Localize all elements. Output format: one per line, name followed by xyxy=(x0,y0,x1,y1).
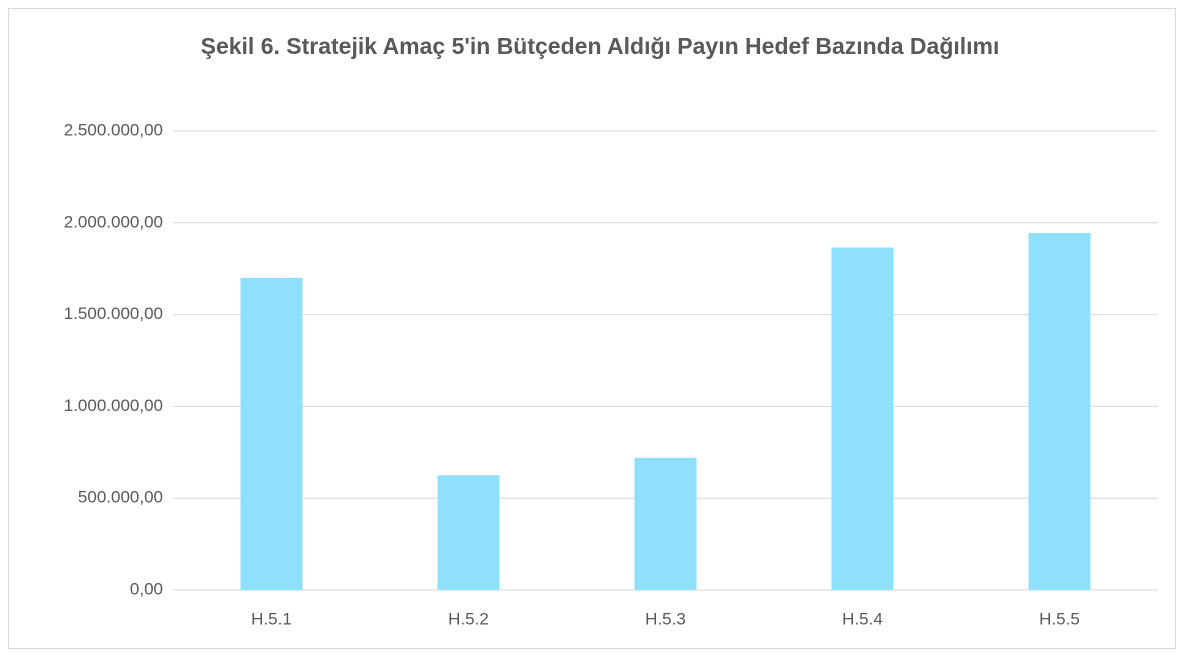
y-tick-label: 500.000,00 xyxy=(78,488,163,507)
bar xyxy=(1028,232,1091,590)
x-tick-label: H.5.1 xyxy=(251,609,292,628)
bar xyxy=(634,457,697,590)
x-tick-label: H.5.3 xyxy=(645,609,686,628)
bar xyxy=(437,475,500,590)
bar xyxy=(831,247,894,590)
x-tick-label: H.5.5 xyxy=(1039,609,1080,628)
y-tick-label: 2.000.000,00 xyxy=(64,212,163,231)
y-tick-label: 2.500.000,00 xyxy=(64,120,163,139)
y-tick-label: 0,00 xyxy=(130,579,163,598)
x-tick-label: H.5.2 xyxy=(448,609,489,628)
bar xyxy=(240,277,303,590)
chart-title: Şekil 6. Stratejik Amaç 5'in Bütçeden Al… xyxy=(200,33,1000,59)
y-tick-label: 1.000.000,00 xyxy=(64,396,163,415)
chart-frame xyxy=(8,8,1176,649)
x-tick-label: H.5.4 xyxy=(842,609,883,628)
y-tick-label: 1.500.000,00 xyxy=(64,304,163,323)
